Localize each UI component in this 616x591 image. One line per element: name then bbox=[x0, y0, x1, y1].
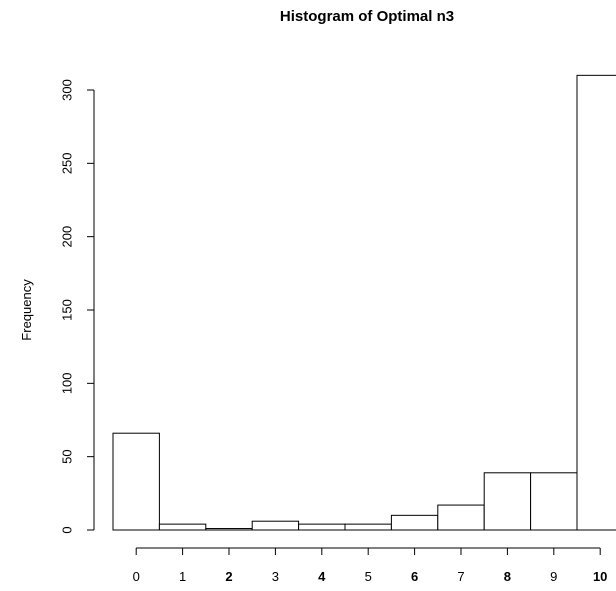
histogram-bar bbox=[576, 74, 616, 531]
histogram-bar bbox=[437, 504, 485, 531]
y-tick-label: 50 bbox=[60, 449, 75, 463]
x-tick-label: 4 bbox=[318, 569, 326, 584]
histogram-bar bbox=[251, 520, 300, 531]
histogram-bar bbox=[112, 432, 160, 531]
x-tick-label: 8 bbox=[504, 569, 511, 584]
histogram-bar bbox=[390, 514, 439, 531]
x-tick-label: 9 bbox=[550, 569, 557, 584]
x-tick-label: 3 bbox=[272, 569, 279, 584]
histogram-bar bbox=[298, 523, 346, 531]
x-axis: 0 1 2 3 4 5 6 7 8 9 10 bbox=[133, 547, 607, 584]
x-tick-label: 5 bbox=[365, 569, 372, 584]
y-axis-label: Frequency bbox=[19, 279, 34, 341]
histogram-bar bbox=[344, 523, 392, 531]
x-tick-label: 0 bbox=[133, 569, 140, 584]
y-tick-label: 300 bbox=[60, 79, 75, 101]
y-tick-label: 150 bbox=[60, 299, 75, 321]
chart-title: Histogram of Optimal n3 bbox=[280, 8, 454, 25]
histogram-bar bbox=[483, 472, 532, 531]
y-tick-label: 250 bbox=[60, 152, 75, 174]
x-tick-label: 10 bbox=[593, 569, 607, 584]
x-tick-label: 2 bbox=[225, 569, 232, 584]
x-tick-label: 7 bbox=[457, 569, 464, 584]
y-tick-label: 200 bbox=[60, 226, 75, 248]
y-axis: 0 50 100 150 200 250 300 bbox=[60, 79, 95, 534]
x-tick-label: 6 bbox=[411, 569, 418, 584]
x-tick-label: 1 bbox=[179, 569, 186, 584]
histogram-bar bbox=[158, 523, 207, 531]
histogram-bar bbox=[530, 472, 578, 531]
y-tick-label: 0 bbox=[60, 526, 75, 533]
y-tick-label: 100 bbox=[60, 372, 75, 394]
histogram-bar bbox=[205, 528, 253, 531]
histogram-bars bbox=[112, 74, 616, 531]
